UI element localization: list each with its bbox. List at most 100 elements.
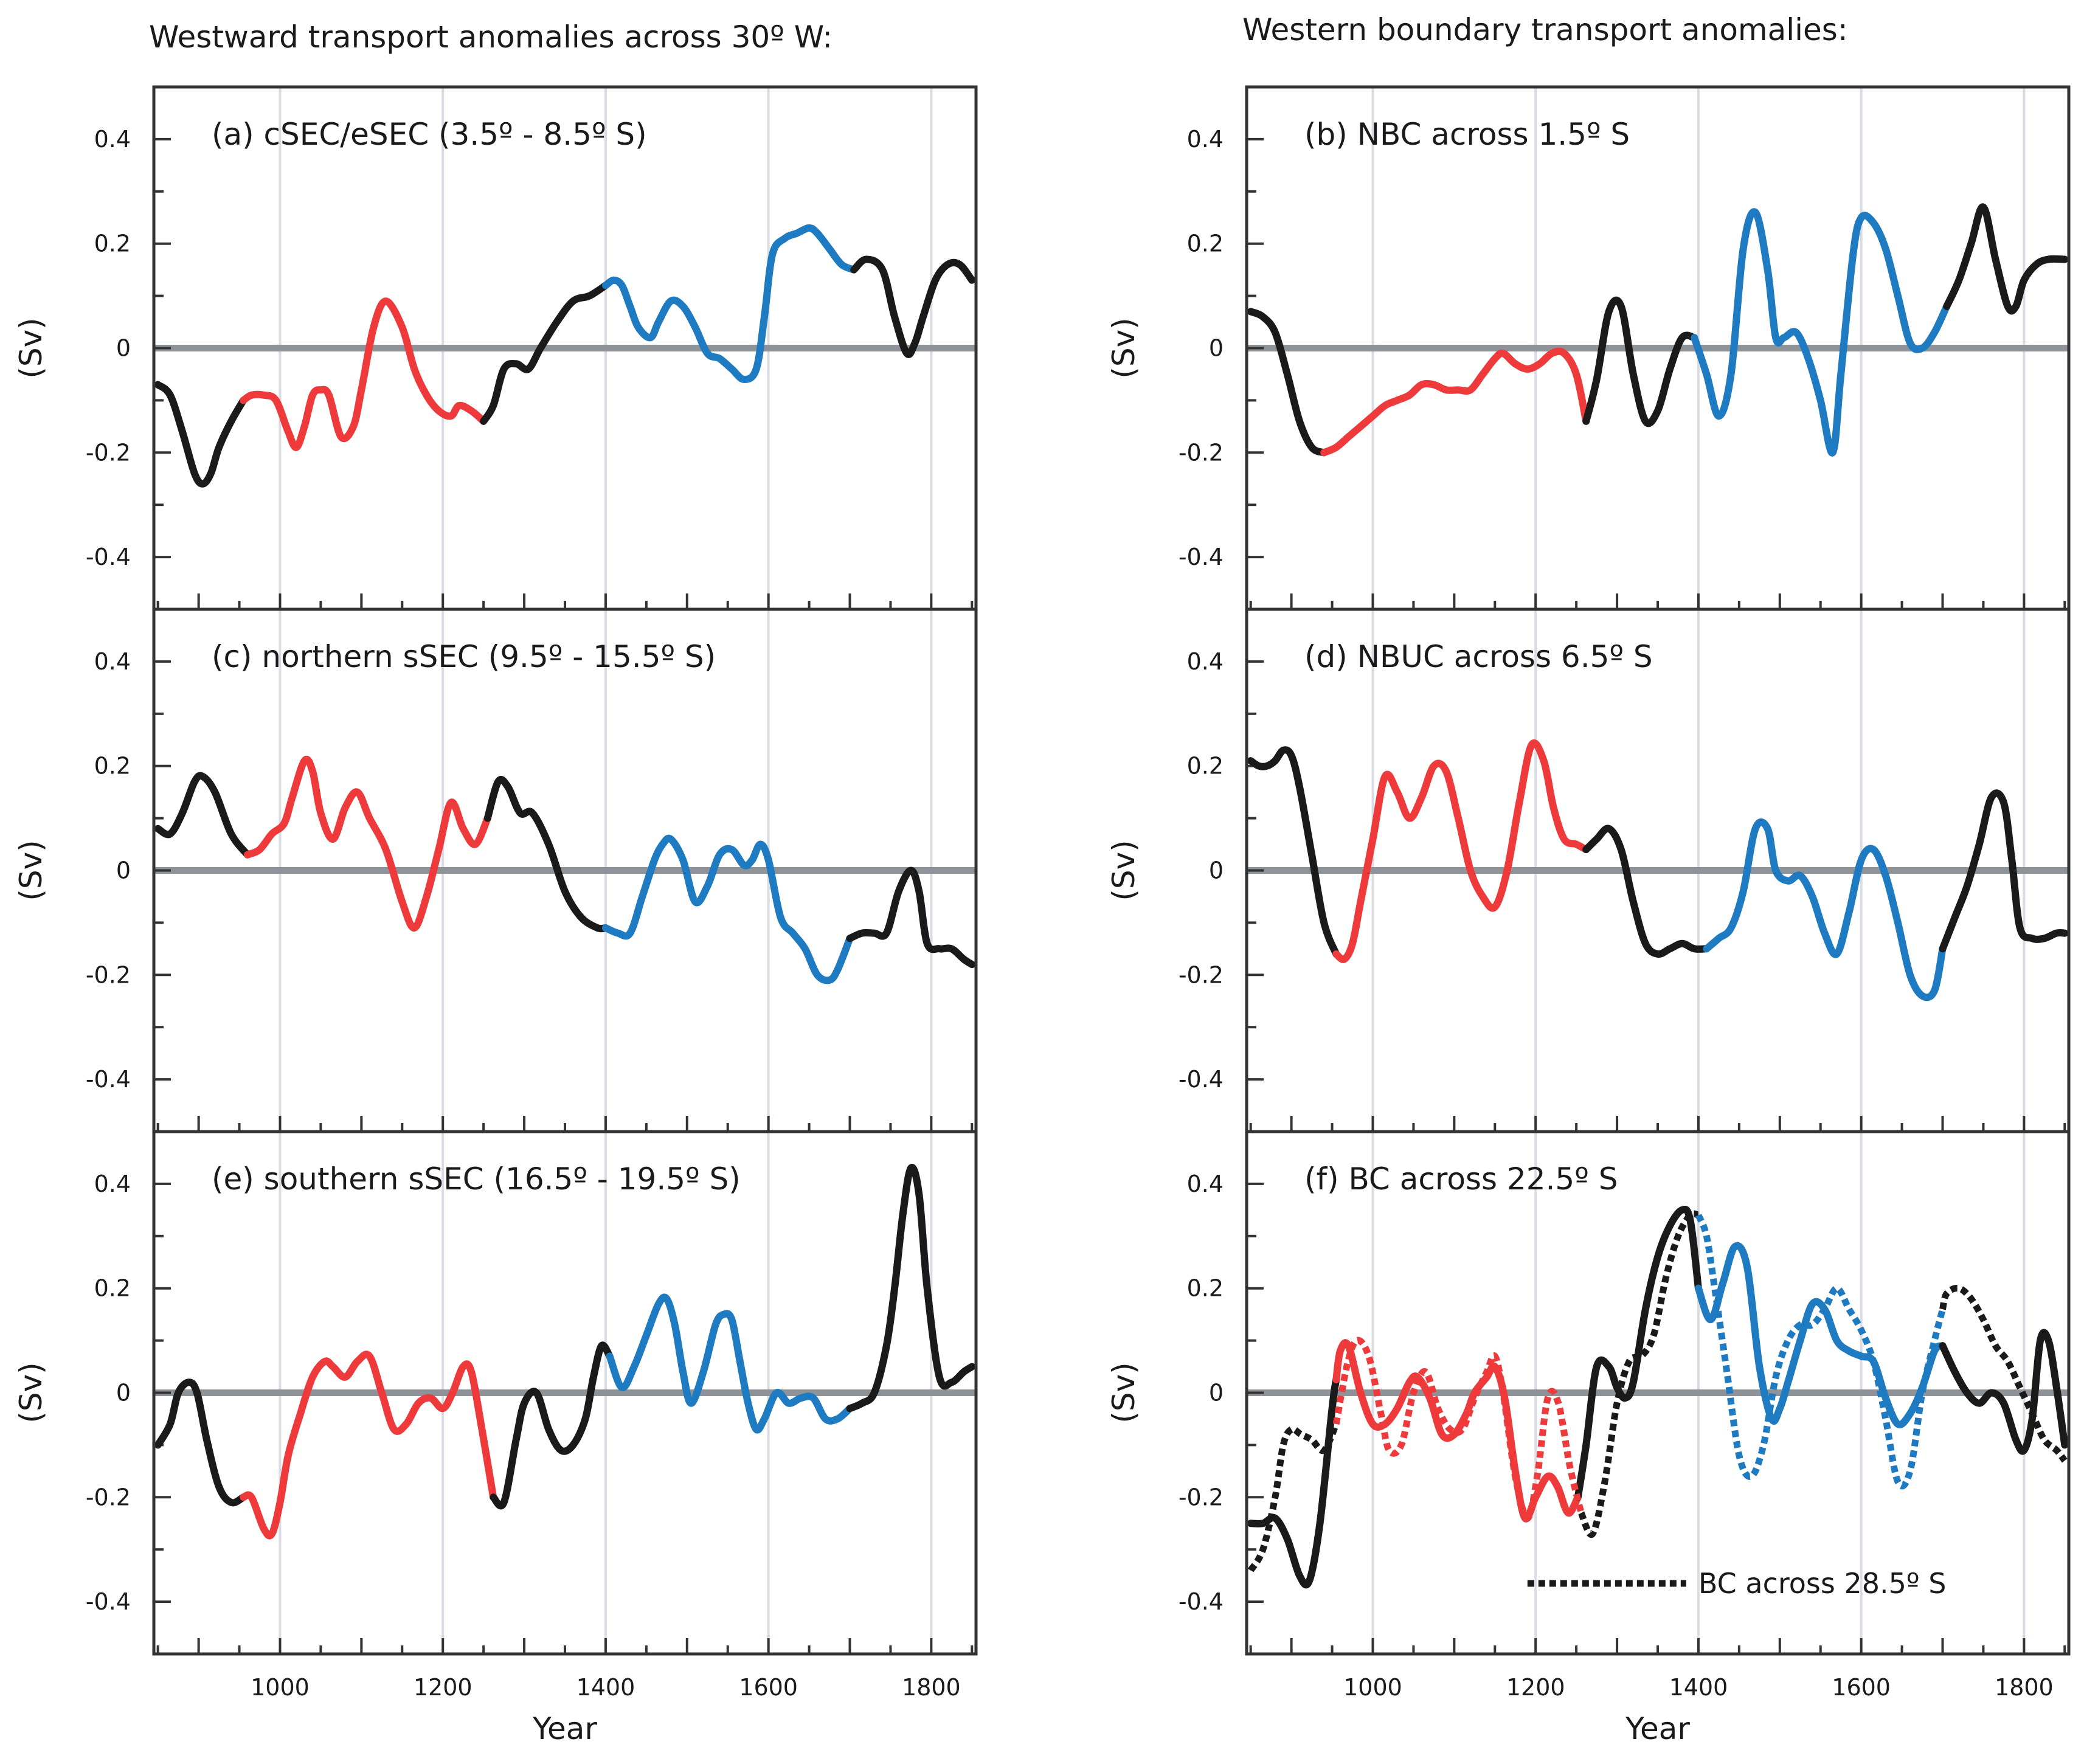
- y-tick-label: 0.4: [1187, 126, 1224, 153]
- y-tick-label: 0.4: [1187, 1171, 1224, 1197]
- x-tick-label: 1600: [739, 1674, 798, 1701]
- y-tick-label: 0: [116, 1380, 131, 1406]
- panel-b: -0.4 -0.2 0 0.2 0.4 (Sv) (b) NBC across 1.5º S: [1106, 85, 2071, 611]
- x-axis-label: Year: [532, 1711, 597, 1746]
- series-line-black: [850, 255, 976, 358]
- x-axis-label: Year: [1625, 1711, 1690, 1746]
- y-tick-label: 0.2: [94, 1275, 131, 1302]
- x-tick-label: 1400: [1669, 1674, 1728, 1701]
- y-tick-label: -0.2: [1179, 439, 1224, 466]
- series-line-black: [1247, 1376, 1340, 1589]
- x-tick-label: 1600: [1832, 1674, 1891, 1701]
- series-line-black: [154, 381, 248, 488]
- series-line-black: [154, 1378, 248, 1507]
- y-tick-label: -0.4: [1179, 1588, 1224, 1615]
- legend-label: BC across 28.5º S: [1698, 1567, 1947, 1600]
- dotted-series-line-blue: [1695, 1214, 1946, 1490]
- series-group: [154, 1163, 976, 1540]
- y-tick-label: -0.2: [1179, 961, 1224, 988]
- panel-title: (a) cSEC/eSEC (3.5º - 8.5º S): [212, 117, 647, 152]
- series-group: [1247, 1205, 2069, 1589]
- x-tick-label: 1000: [1343, 1674, 1402, 1701]
- panel-frame: [152, 1130, 978, 1656]
- series-line-black: [154, 772, 251, 859]
- series-group: [1247, 203, 2069, 457]
- series-line-black: [480, 282, 609, 425]
- y-tick-label: 0.2: [94, 753, 131, 780]
- y-tick-label: -0.4: [86, 1066, 131, 1093]
- y-tick-label: 0.2: [1187, 230, 1224, 257]
- y-axis-label: (Sv): [1106, 1362, 1141, 1423]
- panel-d: -0.4 -0.2 0 0.2 0.4 (Sv) (d) NBUC across 6.5º …: [1106, 607, 2071, 1133]
- dotted-series-line-red: [1332, 1337, 1585, 1522]
- series-line-black: [1939, 1329, 2069, 1455]
- y-tick-label: 0: [116, 335, 131, 362]
- dotted-series-line-black: [1939, 1284, 2068, 1463]
- x-tick-label: 1200: [414, 1674, 473, 1701]
- panel-frame: [1245, 1130, 2071, 1656]
- series-line-black: [490, 1341, 614, 1510]
- series-line-black: [846, 1163, 976, 1413]
- y-tick-label: -0.2: [86, 961, 131, 988]
- series-line-black: [1582, 825, 1711, 958]
- y-axis-label: (Sv): [1106, 317, 1141, 378]
- x-tick-label: 1800: [902, 1674, 961, 1701]
- series-line-blue: [606, 1293, 854, 1434]
- series-line-blue: [601, 224, 858, 383]
- series-line-black: [483, 776, 609, 933]
- y-tick-label: 0.2: [94, 230, 131, 257]
- series-line-black: [1939, 789, 2069, 953]
- y-tick-label: 0.2: [1187, 753, 1224, 780]
- y-tick-label: -0.2: [1179, 1484, 1224, 1510]
- series-line-black: [1943, 203, 2069, 315]
- series-line-blue: [1703, 818, 1947, 1001]
- series-line-red: [1332, 739, 1590, 963]
- series-line-red: [1320, 347, 1590, 457]
- x-tick-label: 1000: [251, 1674, 310, 1701]
- series-line-black: [1582, 296, 1698, 427]
- series-line-red: [240, 1351, 497, 1540]
- y-tick-label: -0.4: [86, 1588, 131, 1615]
- y-axis-label: (Sv): [13, 1362, 49, 1423]
- series-line-red: [240, 297, 488, 451]
- y-tick-label: 0: [116, 857, 131, 884]
- y-tick-label: 0: [1209, 335, 1224, 362]
- right-column-title: Western boundary transport anomalies:: [1242, 12, 1848, 47]
- series-group: [154, 224, 976, 488]
- series-group: [154, 755, 976, 984]
- y-tick-label: -0.2: [86, 1484, 131, 1510]
- panel-title: (f) BC across 22.5º S: [1304, 1161, 1618, 1197]
- y-tick-label: -0.4: [86, 544, 131, 570]
- series-line-blue: [601, 834, 854, 984]
- y-axis-label: (Sv): [1106, 840, 1141, 901]
- x-tick-label: 1400: [576, 1674, 635, 1701]
- y-tick-label: 0.4: [94, 648, 131, 675]
- panel-title: (d) NBUC across 6.5º S: [1304, 639, 1653, 674]
- series-line-red: [243, 755, 491, 932]
- x-tick-label: 1200: [1506, 1674, 1565, 1701]
- y-tick-label: 0.4: [1187, 648, 1224, 675]
- y-tick-label: 0.4: [94, 1171, 131, 1197]
- y-axis-label: (Sv): [13, 317, 49, 378]
- left-column-title: Westward transport anomalies across 30º …: [149, 19, 833, 55]
- series-line-blue: [1691, 208, 1951, 457]
- panel-title: (e) southern sSEC (16.5º - 19.5º S): [212, 1161, 741, 1197]
- panel-title: (c) northern sSEC (9.5º - 15.5º S): [212, 639, 716, 674]
- y-tick-label: 0.4: [94, 126, 131, 153]
- panel-e: -0.4 -0.2 0 0.2 0.4 1000 1200 1400 1600 1800 (Sv) Y…: [13, 1130, 978, 1746]
- series-line-blue: [1694, 1242, 1947, 1428]
- y-tick-label: 0: [1209, 857, 1224, 884]
- y-tick-label: -0.2: [86, 439, 131, 466]
- series-line-black: [1247, 308, 1328, 457]
- series-group: [1247, 739, 2069, 1001]
- panels: -0.4 -0.2 0 0.2 0.4 (Sv) (a) cSEC/eSEC (3.5º -…: [13, 85, 2071, 1746]
- series-line-black: [1247, 746, 1340, 958]
- panel-a: -0.4 -0.2 0 0.2 0.4 (Sv) (a) cSEC/eSEC (3.5º -…: [13, 85, 978, 611]
- panel-c: -0.4 -0.2 0 0.2 0.4 (Sv) (c) northern sSEC (9.…: [13, 607, 978, 1133]
- panel-f: -0.4 -0.2 0 0.2 0.4 1000 1200 1400 1600 1800 (Sv) Y…: [1106, 1130, 2071, 1746]
- y-axis-label: (Sv): [13, 840, 49, 901]
- dotted-series-line-black: [1247, 1422, 1340, 1572]
- y-tick-label: 0: [1209, 1380, 1224, 1406]
- series-line-black: [846, 866, 976, 969]
